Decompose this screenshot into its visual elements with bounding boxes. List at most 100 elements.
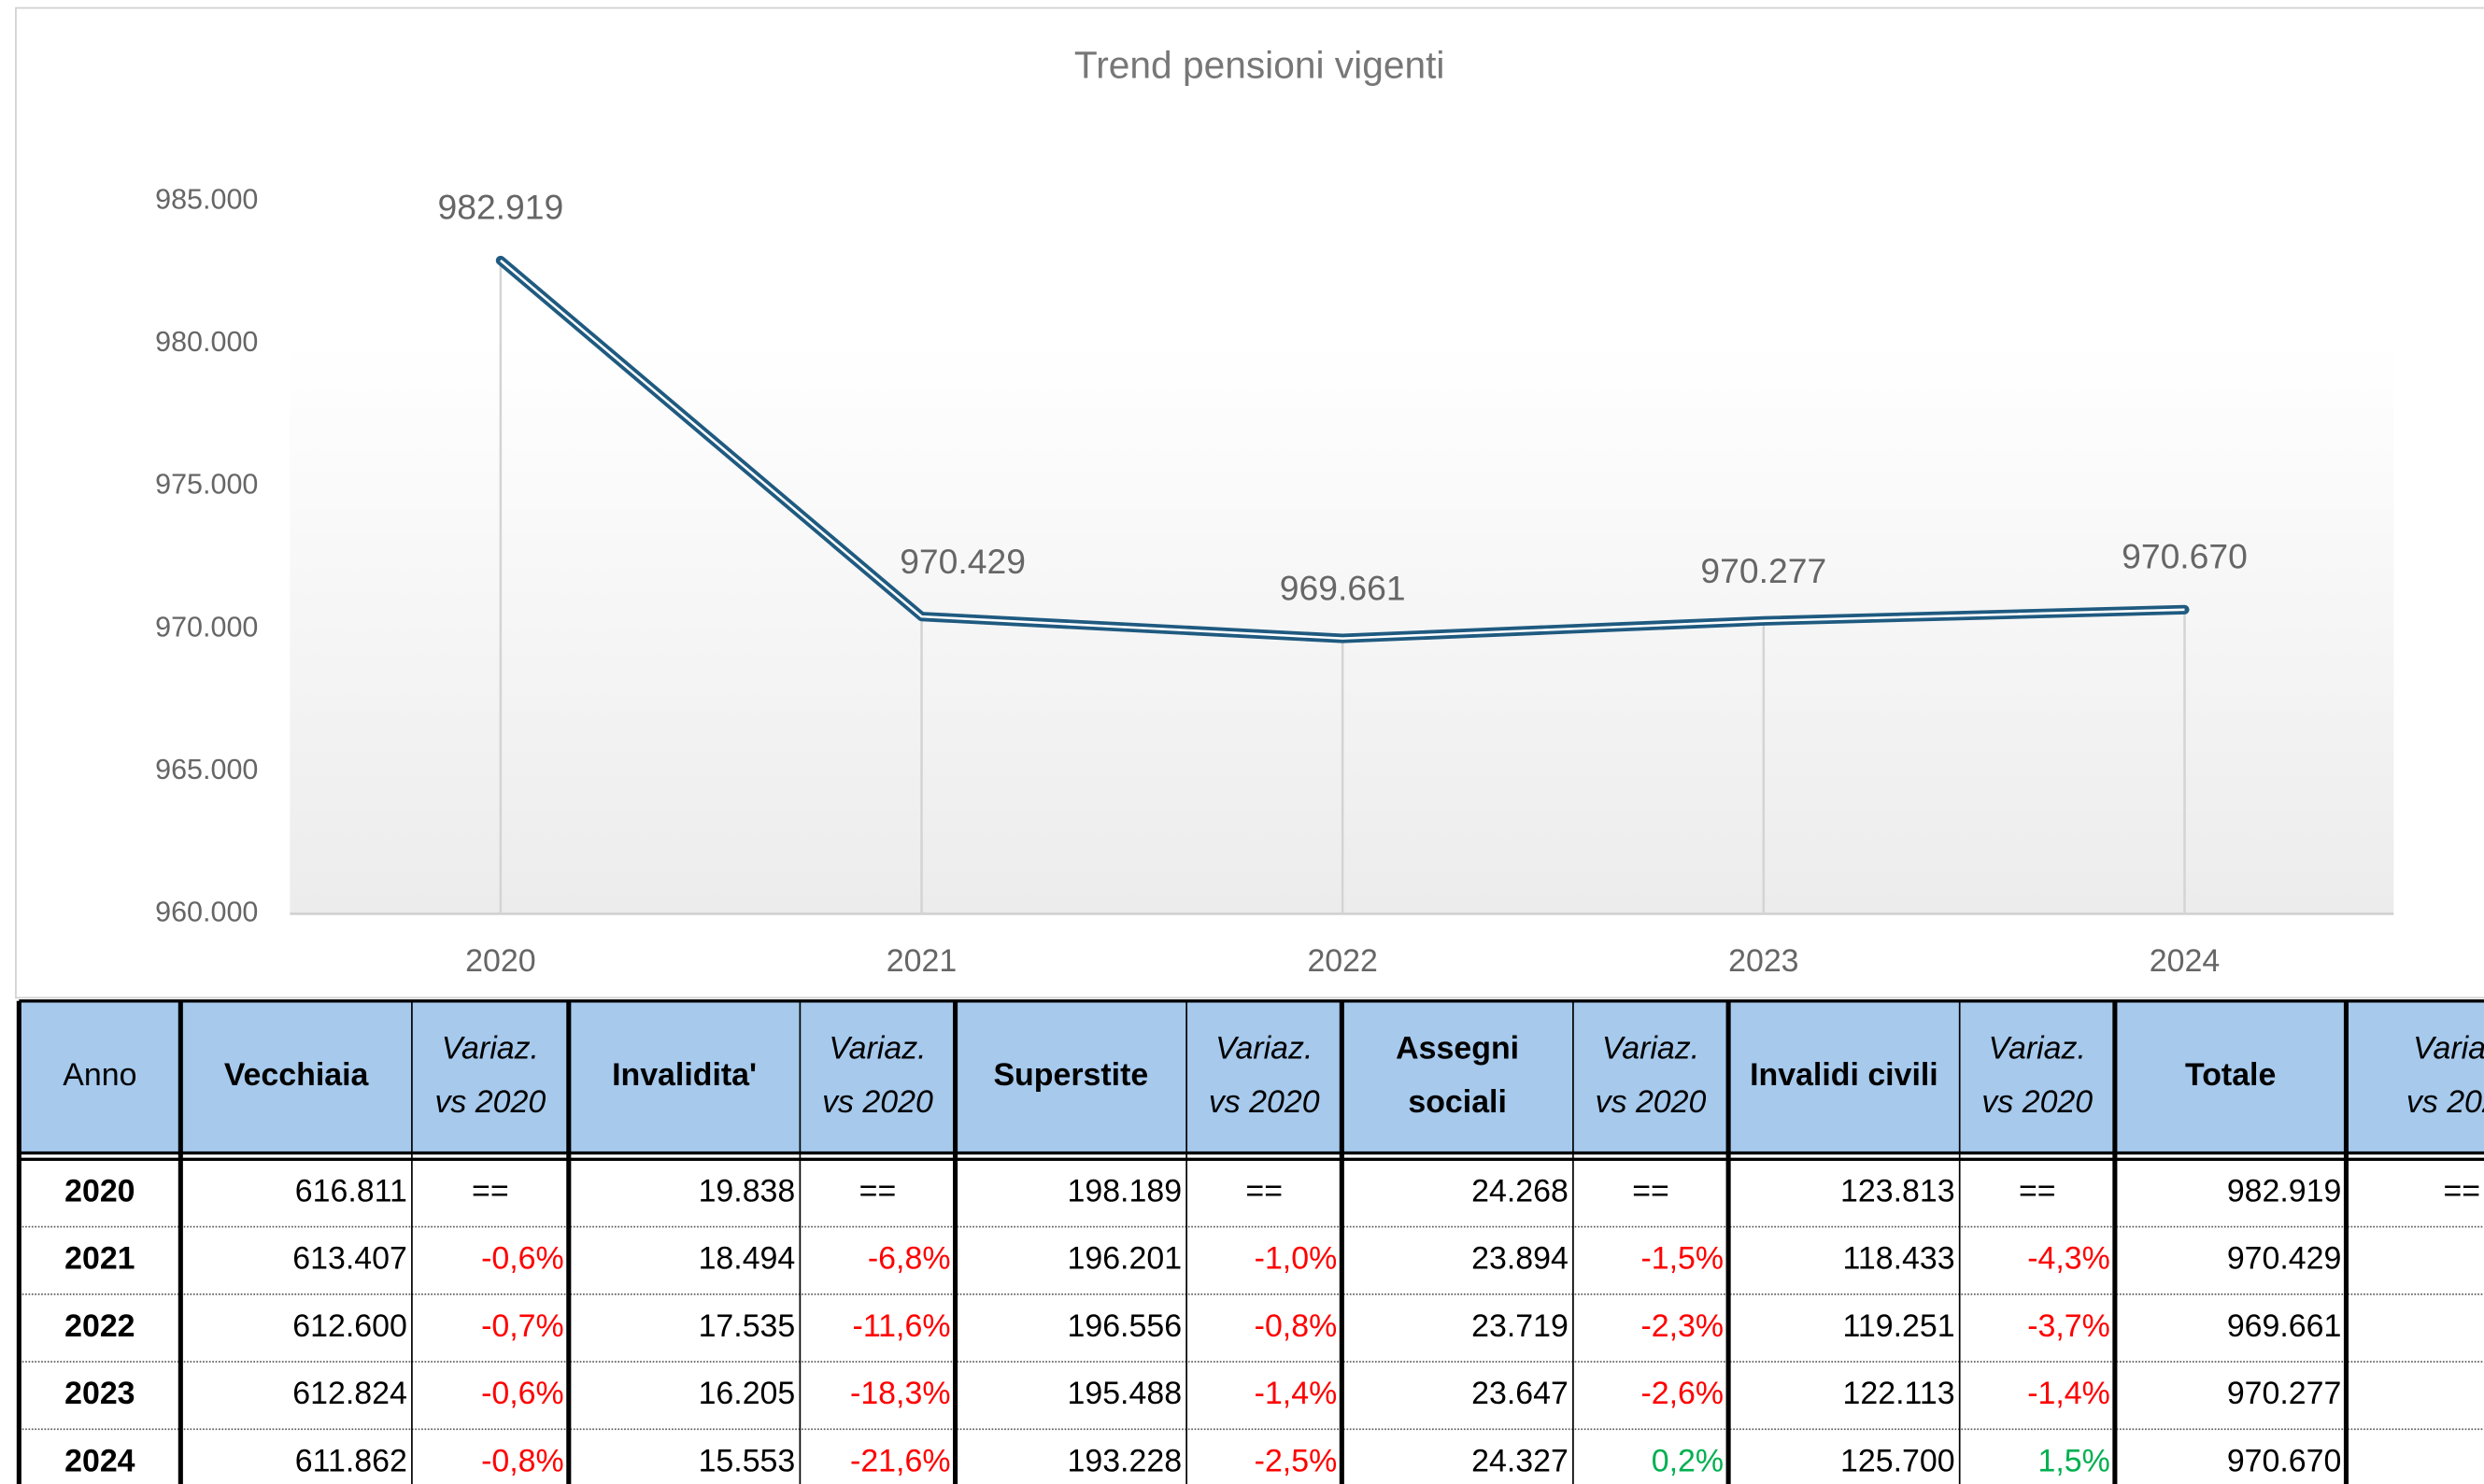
header-cell: Totale: [2185, 1057, 2276, 1093]
y-tick-label: 970.000: [155, 611, 258, 643]
header-cell: sociali: [1408, 1084, 1507, 1120]
table-cell: 16.205: [699, 1376, 796, 1411]
table-cell: 118.433: [1843, 1241, 1955, 1277]
table-cell: -1,0%: [1255, 1241, 1338, 1277]
data-label: 969.661: [1280, 569, 1406, 608]
y-tick-label: 980.000: [155, 326, 258, 358]
table-cell: 2022: [64, 1308, 135, 1344]
series-line-inner: [500, 259, 2185, 640]
table-cell: -1,4%: [1255, 1376, 1338, 1411]
table-cell: 23.719: [1471, 1308, 1568, 1344]
table-cell: 18.494: [699, 1241, 796, 1277]
table-cell: ==: [2019, 1173, 2056, 1208]
header-cell: Variaz.: [2413, 1030, 2484, 1066]
x-tick-label: 2022: [1307, 943, 1377, 979]
table-cell: 2023: [64, 1376, 135, 1411]
header-cell: vs 2020: [1209, 1084, 1320, 1120]
table-cell: -0,6%: [481, 1376, 564, 1411]
y-tick-label: 960.000: [155, 897, 258, 928]
table-cell: -2,6%: [1640, 1376, 1724, 1411]
table-cell: -18,3%: [850, 1376, 950, 1411]
table-cell: ==: [2443, 1173, 2480, 1208]
table-cell: 982.919: [2227, 1173, 2342, 1208]
table-cell: 193.228: [1067, 1443, 1182, 1478]
table-cell: -11,6%: [853, 1308, 951, 1344]
table-cell: 23.894: [1471, 1241, 1568, 1277]
data-label: 970.670: [2122, 536, 2248, 575]
table-cell: -2,5%: [1255, 1443, 1338, 1478]
table-cell: 123.813: [1840, 1173, 1955, 1208]
table-cell: 24.268: [1471, 1173, 1568, 1208]
table-cell: 970.277: [2227, 1376, 2342, 1411]
table-cell: -1,5%: [1640, 1241, 1724, 1277]
header-cell: Variaz.: [1989, 1030, 2086, 1066]
header-cell: Vecchiaia: [224, 1057, 370, 1093]
table-cell: -0,8%: [481, 1443, 564, 1478]
header-cell: vs 2020: [1981, 1084, 2093, 1120]
table-cell: 970.670: [2227, 1443, 2342, 1478]
y-tick-label: 975.000: [155, 469, 258, 501]
table-cell: 970.429: [2227, 1241, 2342, 1277]
table-cell: 611.862: [295, 1443, 407, 1478]
table-cell: ==: [472, 1173, 509, 1208]
data-label: 970.429: [900, 542, 1026, 581]
header-cell: vs 2020: [822, 1084, 933, 1120]
header-cell: Invalidi civili: [1750, 1057, 1938, 1093]
table-cell: 613.407: [292, 1241, 407, 1277]
table-cell: 616.811: [295, 1173, 407, 1208]
table-cell: -0,6%: [481, 1241, 564, 1277]
y-tick-label: 965.000: [155, 754, 258, 785]
table-cell: 2020: [64, 1173, 135, 1208]
table-cell: ==: [1632, 1173, 1669, 1208]
table-cell: -6,8%: [868, 1241, 951, 1277]
header-cell: Invalidita': [612, 1057, 757, 1093]
table-cell: 0,2%: [1652, 1443, 1724, 1478]
table-cell: 195.488: [1067, 1376, 1182, 1411]
table-cell: 122.113: [1843, 1376, 1955, 1411]
table-cell: -1,4%: [2027, 1376, 2110, 1411]
table-cell: 2021: [64, 1241, 135, 1277]
table-cell: 15.553: [699, 1443, 796, 1478]
header-cell: Variaz.: [829, 1030, 926, 1066]
table-cell: 612.600: [292, 1308, 407, 1344]
table-cell: 119.251: [1843, 1308, 1955, 1344]
header-cell: Variaz.: [442, 1030, 539, 1066]
table-cell: -0,8%: [1255, 1308, 1338, 1344]
table-cell: -21,6%: [850, 1443, 950, 1478]
table-cell: ==: [859, 1173, 897, 1208]
header-cell: Assegni: [1396, 1030, 1519, 1066]
header-cell: vs 2020: [2406, 1084, 2484, 1120]
header-cell: Anno: [63, 1057, 136, 1093]
table-cell: -0,7%: [481, 1308, 564, 1344]
table-cell: 125.700: [1840, 1443, 1955, 1478]
table-cell: 17.535: [699, 1308, 796, 1344]
table-cell: 612.824: [292, 1376, 407, 1411]
data-label: 970.277: [1700, 551, 1826, 590]
header-cell: vs 2020: [434, 1084, 546, 1120]
y-tick-label: 985.000: [155, 183, 258, 215]
table-cell: 969.661: [2227, 1308, 2342, 1344]
header-cell: vs 2020: [1596, 1084, 1707, 1120]
table-cell: 198.189: [1067, 1173, 1182, 1208]
chart-title: Trend pensioni vigenti: [1074, 44, 1445, 87]
table-cell: 1,5%: [2037, 1443, 2109, 1478]
data-label: 982.919: [437, 188, 563, 227]
x-tick-label: 2021: [887, 943, 957, 979]
x-tick-label: 2024: [2150, 943, 2220, 979]
table-cell: 196.201: [1067, 1241, 1182, 1277]
header-bg: [19, 1000, 2484, 1153]
table-cell: -4,3%: [2027, 1241, 2110, 1277]
table-cell: 23.647: [1471, 1376, 1568, 1411]
table-cell: -2,3%: [1640, 1308, 1724, 1344]
table-cell: -3,7%: [2027, 1308, 2110, 1344]
header-cell: Superstite: [993, 1057, 1148, 1093]
header-cell: Variaz.: [1215, 1030, 1313, 1066]
x-tick-label: 2020: [465, 943, 535, 979]
x-tick-label: 2023: [1728, 943, 1798, 979]
table-cell: 2024: [64, 1443, 135, 1478]
header-cell: Variaz.: [1602, 1030, 1699, 1066]
table-cell: 196.556: [1067, 1308, 1182, 1344]
table-cell: 24.327: [1471, 1443, 1568, 1478]
table-cell: 19.838: [699, 1173, 796, 1208]
